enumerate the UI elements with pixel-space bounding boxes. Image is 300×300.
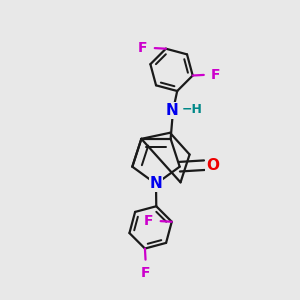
Text: F: F bbox=[141, 266, 150, 280]
Text: F: F bbox=[144, 214, 153, 228]
Text: F: F bbox=[138, 41, 148, 55]
Text: −H: −H bbox=[182, 103, 203, 116]
Text: O: O bbox=[206, 158, 219, 173]
Text: F: F bbox=[211, 68, 220, 82]
Text: N: N bbox=[166, 103, 178, 118]
Text: N: N bbox=[150, 176, 162, 191]
